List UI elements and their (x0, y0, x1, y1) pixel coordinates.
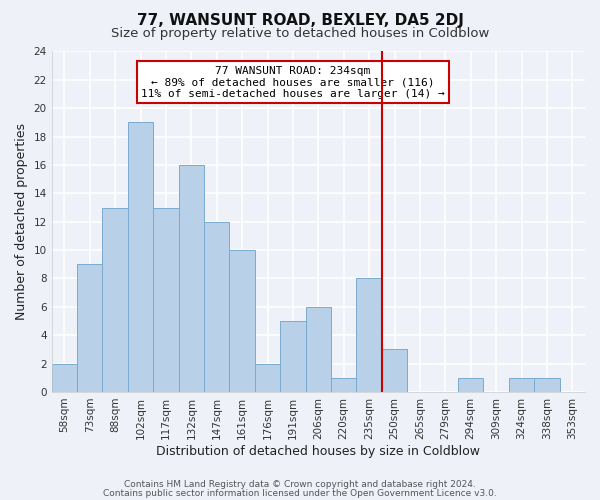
X-axis label: Distribution of detached houses by size in Coldblow: Distribution of detached houses by size … (157, 444, 481, 458)
Bar (356, 278, 382, 392)
Text: 77, WANSUNT ROAD, BEXLEY, DA5 2DJ: 77, WANSUNT ROAD, BEXLEY, DA5 2DJ (137, 12, 463, 28)
Bar (509, 378, 534, 392)
Bar (179, 165, 204, 392)
Bar (103, 208, 128, 392)
Bar (204, 222, 229, 392)
Bar (305, 307, 331, 392)
Text: Contains HM Land Registry data © Crown copyright and database right 2024.: Contains HM Land Registry data © Crown c… (124, 480, 476, 489)
Text: Contains public sector information licensed under the Open Government Licence v3: Contains public sector information licen… (103, 488, 497, 498)
Bar (280, 321, 305, 392)
Bar (77, 264, 103, 392)
Bar (153, 208, 179, 392)
Bar (255, 364, 280, 392)
Bar (534, 378, 560, 392)
Bar (331, 378, 356, 392)
Text: 77 WANSUNT ROAD: 234sqm
← 89% of detached houses are smaller (116)
11% of semi-d: 77 WANSUNT ROAD: 234sqm ← 89% of detache… (141, 66, 445, 99)
Bar (128, 122, 153, 392)
Bar (382, 350, 407, 392)
Bar (229, 250, 255, 392)
Y-axis label: Number of detached properties: Number of detached properties (15, 123, 28, 320)
Text: Size of property relative to detached houses in Coldblow: Size of property relative to detached ho… (111, 28, 489, 40)
Bar (52, 364, 77, 392)
Bar (458, 378, 484, 392)
